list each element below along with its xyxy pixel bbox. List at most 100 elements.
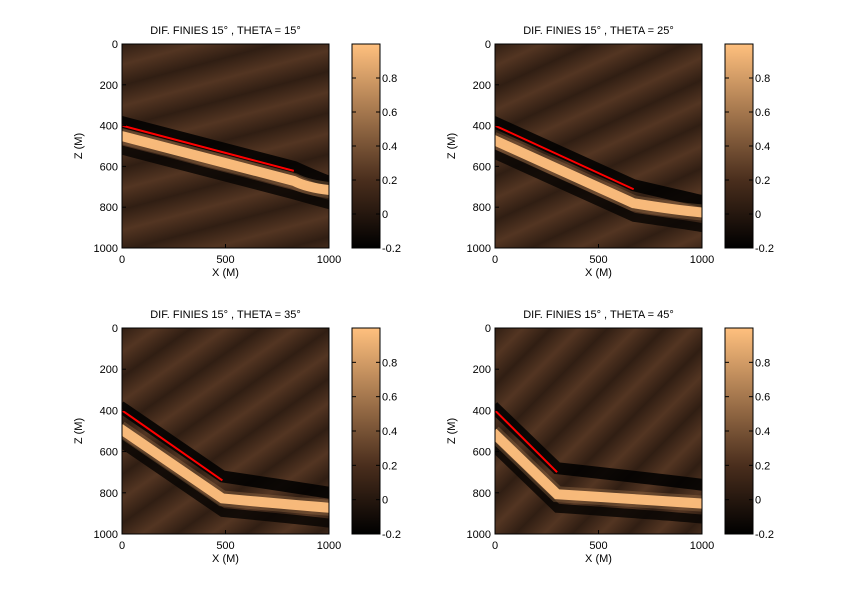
y-tick-label: 800: [473, 488, 491, 500]
x-tick-label: 500: [589, 540, 607, 552]
reflector-line: [121, 409, 223, 482]
x-tick-label: 0: [119, 540, 125, 552]
x-tick-label: 0: [119, 254, 125, 266]
colorbar-ticks: -0.2 0 0.2 0.4 0.6 0.8: [725, 357, 774, 541]
y-tick-label: 200: [100, 364, 118, 376]
x-ticks: 0 500 1000: [492, 530, 714, 552]
y-tick-label: 600: [100, 161, 118, 173]
y-axis-label: Z (M): [73, 133, 85, 159]
y-tick-label: 1000: [467, 529, 491, 541]
dark-wavefront: [495, 443, 702, 524]
subplot-theta-45: DIF. FINIES 15° , THETA = 45° 0 500 1000 0…: [446, 309, 774, 565]
x-tick-label: 1000: [690, 254, 714, 266]
subplot-title: DIF. FINIES 15° , THETA = 45°: [523, 309, 674, 321]
dark-wavefront: [122, 401, 329, 499]
reflector-line: [494, 124, 635, 191]
colorbar-tick-label: 0.4: [382, 426, 397, 438]
dark-wavefront: [495, 402, 702, 491]
subplot-theta-35: DIF. FINIES 15° , THETA = 35° 0 500 1000 0…: [73, 309, 401, 565]
x-tick-label: 500: [589, 254, 607, 266]
y-tick-label: 400: [473, 405, 491, 417]
y-tick-label: 800: [100, 488, 118, 500]
x-ticks: 0 500 1000: [119, 530, 341, 552]
reflector-line-group: [121, 124, 295, 172]
x-tick-label: 0: [492, 254, 498, 266]
colorbar-tick-label: 0.6: [382, 392, 397, 404]
colorbar-tick-label: 0.6: [755, 392, 770, 404]
colorbar-tick-label: 0.4: [382, 141, 397, 153]
dark-wavefront: [122, 145, 329, 210]
y-tick-label: 600: [100, 447, 118, 459]
reflector-line: [494, 409, 558, 473]
y-axis-label: Z (M): [73, 418, 85, 444]
dark-wavefront: [122, 438, 329, 528]
colorbar-tick-label: -0.2: [755, 529, 774, 541]
colorbar-tick-label: 0.2: [755, 175, 770, 187]
colorbar: [351, 327, 381, 535]
subplot-title: DIF. FINIES 15° , THETA = 15°: [150, 25, 301, 37]
y-ticks: 0 200 400 600 800 1000: [94, 39, 126, 255]
colorbar-tick-label: 0.2: [382, 175, 397, 187]
y-axis-label: Z (M): [446, 133, 458, 159]
y-tick-label: 1000: [94, 243, 118, 255]
colorbar-ticks: -0.2 0 0.2 0.4 0.6 0.8: [352, 73, 401, 255]
x-axis-label: X (M): [212, 553, 239, 565]
colorbar-tick-label: 0.8: [382, 73, 397, 85]
x-tick-label: 1000: [317, 540, 341, 552]
subplot-title: DIF. FINIES 15° , THETA = 25°: [523, 25, 674, 37]
reflector-line: [121, 124, 295, 172]
colorbar-tick-label: 0.6: [382, 107, 397, 119]
colorbar-tick-label: 0: [755, 209, 761, 221]
heatmap-image: [495, 44, 702, 248]
y-tick-label: 600: [473, 161, 491, 173]
y-tick-label: 400: [100, 405, 118, 417]
reflected-wavefront: [495, 135, 702, 218]
colorbar-tick-label: -0.2: [382, 243, 401, 255]
colorbar-tick-label: -0.2: [382, 529, 401, 541]
colorbar-tick-label: 0: [755, 495, 761, 507]
reflected-wavefront: [122, 130, 329, 196]
y-tick-label: 400: [473, 121, 491, 133]
y-tick-label: 0: [112, 323, 118, 335]
heatmap-image: [495, 328, 702, 534]
colorbar-ticks: -0.2 0 0.2 0.4 0.6 0.8: [725, 73, 774, 255]
x-ticks: 0 500 1000: [119, 244, 341, 266]
reflected-wavefront: [495, 428, 702, 509]
y-tick-label: 800: [473, 202, 491, 214]
y-tick-label: 1000: [467, 243, 491, 255]
x-axis-label: X (M): [212, 267, 239, 279]
heatmap-image: [122, 44, 329, 248]
dark-wavefront: [495, 149, 702, 233]
colorbar-tick-label: 0.4: [755, 141, 770, 153]
y-tick-label: 200: [473, 80, 491, 92]
reflector-line-group: [121, 409, 223, 482]
colorbar-tick-label: 0: [382, 209, 388, 221]
y-tick-label: 0: [485, 323, 491, 335]
colorbar-tick-label: 0.4: [755, 426, 770, 438]
heatmap-background: [495, 44, 702, 248]
colorbar: [351, 43, 381, 249]
subplot-theta-15: DIF. FINIES 15° , THETA = 15° 0 500 1000 0…: [73, 25, 401, 279]
y-tick-label: 1000: [94, 529, 118, 541]
y-axis-label: Z (M): [446, 418, 458, 444]
reflector-line-group: [494, 409, 558, 473]
y-tick-label: 200: [473, 364, 491, 376]
colorbar-tick-label: 0.2: [755, 460, 770, 472]
y-tick-label: 600: [473, 447, 491, 459]
y-tick-label: 400: [100, 121, 118, 133]
colorbar-tick-label: 0.8: [382, 357, 397, 369]
dark-wavefront: [495, 116, 702, 208]
x-axis-label: X (M): [585, 267, 612, 279]
y-tick-label: 0: [112, 39, 118, 51]
x-tick-label: 500: [216, 540, 234, 552]
reflector-line-group: [494, 124, 635, 191]
colorbar-tick-label: -0.2: [755, 243, 774, 255]
subplot-theta-25: DIF. FINIES 15° , THETA = 25° 0 500 1000 0…: [446, 25, 774, 279]
subplot-title: DIF. FINIES 15° , THETA = 35°: [150, 309, 301, 321]
y-ticks: 0 200 400 600 800 1000: [467, 323, 499, 541]
y-tick-label: 0: [485, 39, 491, 51]
reflected-wavefront: [122, 424, 329, 513]
colorbar: [724, 43, 754, 249]
colorbar-tick-label: 0: [382, 495, 388, 507]
